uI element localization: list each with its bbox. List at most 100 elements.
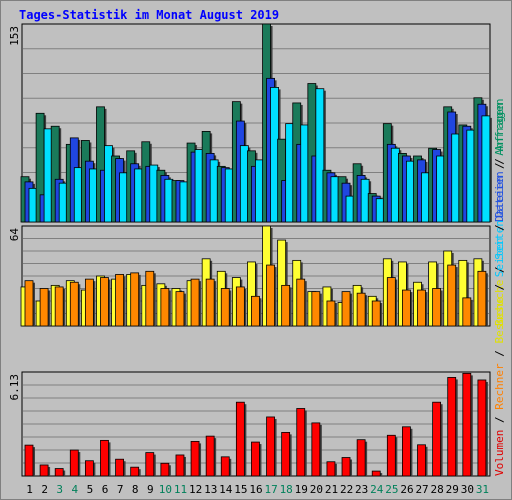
bar-volumen-day-20 <box>311 422 321 477</box>
bar-volumen-day-19 <box>296 408 306 477</box>
x-tick-label-day-28: 28 <box>431 483 444 496</box>
x-tick-label-day-2: 2 <box>41 483 48 496</box>
x-tick-label-day-3: 3 <box>56 483 63 496</box>
bar-rechner-day-6 <box>100 277 109 327</box>
bar-volumen-day-11 <box>175 454 185 477</box>
legend-separator: / <box>493 156 506 176</box>
bar-volumen-day-24 <box>371 470 381 477</box>
bar-rechner-day-27 <box>417 289 426 327</box>
y-max-label-top: 153 <box>8 26 21 46</box>
side-legend-bottom: Volumen / Rechner / Besuche / Seiten / D… <box>493 98 506 476</box>
bar-rechner-day-18 <box>281 284 291 327</box>
bar-seiten-day-31 <box>481 115 491 223</box>
x-tick-label-day-31: 31 <box>476 483 489 496</box>
x-tick-label-day-22: 22 <box>340 483 353 496</box>
x-tick-label-day-20: 20 <box>310 483 323 496</box>
panels: 153 64 6.13 <box>8 23 492 477</box>
bar-rechner-day-2 <box>39 288 49 327</box>
bar-rechner-day-22 <box>341 291 351 327</box>
x-tick-label-day-8: 8 <box>132 483 139 496</box>
x-tick-label-day-11: 11 <box>174 483 187 496</box>
legend-item-anfragen: Anfragen <box>493 103 506 156</box>
bar-rechner-day-12 <box>190 278 200 327</box>
bar-seiten-day-20 <box>315 88 325 223</box>
legend-item-seiten: Seiten <box>493 238 506 278</box>
panel-bottom: 6.13 <box>8 371 491 477</box>
y-max-label-middle: 64 <box>8 228 21 242</box>
bar-volumen-day-18 <box>281 431 291 477</box>
x-tick-label-day-12: 12 <box>189 483 202 496</box>
x-tick-label-day-30: 30 <box>461 483 474 496</box>
bar-rechner-day-26 <box>402 289 411 327</box>
bar-volumen-day-22 <box>341 457 351 477</box>
bar-rechner-day-23 <box>356 292 366 327</box>
x-tick-label-day-23: 23 <box>355 483 368 496</box>
bar-rechner-day-30 <box>462 297 472 327</box>
bar-rechner-day-4 <box>69 281 79 327</box>
bar-rechner-day-3 <box>54 286 64 327</box>
bar-rechner-day-15 <box>235 286 245 327</box>
x-tick-label-day-7: 7 <box>117 483 124 496</box>
bar-volumen-day-30 <box>462 372 472 477</box>
x-tick-label-day-21: 21 <box>325 483 338 496</box>
side-legend-middle: Besuche / Seiten <box>493 220 506 326</box>
bar-rechner-day-14 <box>220 288 230 327</box>
bar-rechner-day-7 <box>115 274 124 327</box>
legend-item-besuche: Besuche <box>493 297 506 343</box>
legend-item-dateien: Dateien <box>493 176 506 222</box>
legend-separator: / <box>493 410 506 430</box>
bar-volumen-day-8 <box>130 466 140 477</box>
x-tick-label-day-29: 29 <box>446 483 459 496</box>
bar-volumen-day-2 <box>39 464 49 477</box>
bar-volumen-day-16 <box>251 441 260 477</box>
x-tick-label-day-15: 15 <box>234 483 247 496</box>
bar-rechner-day-25 <box>386 277 396 327</box>
bar-volumen-day-21 <box>326 461 336 477</box>
bar-volumen-day-7 <box>115 458 124 477</box>
bar-rechner-day-17 <box>266 264 275 327</box>
bar-volumen-day-1 <box>24 444 34 477</box>
bar-rechner-day-16 <box>251 295 260 327</box>
legend-separator: / <box>493 218 506 238</box>
x-tick-label-day-17: 17 <box>264 483 277 496</box>
x-tick-label-day-14: 14 <box>219 483 233 496</box>
side-legend-top: Dateien / Anfragen <box>493 103 506 222</box>
bar-volumen-day-14 <box>220 456 230 477</box>
legend-separator: / <box>493 151 506 171</box>
legend-separator: / <box>493 344 506 364</box>
legend-item-volumen: Volumen <box>493 430 506 476</box>
bar-volumen-day-23 <box>356 439 366 477</box>
bar-rechner-day-13 <box>205 278 215 327</box>
x-axis-labels: 1 2 3 4 5 6 7 8 9 10 11 12 13 14 15 16 17 18 19 20 21 22 23 24 2… <box>26 483 489 496</box>
bar-rechner-day-19 <box>296 278 306 327</box>
bar-volumen-day-3 <box>54 468 64 477</box>
legend-separator: / <box>493 260 506 280</box>
bar-rechner-day-1 <box>24 280 34 327</box>
panel-top: 153 <box>8 23 492 223</box>
bar-volumen-day-10 <box>160 462 170 477</box>
bar-rechner-day-31 <box>477 270 487 327</box>
x-tick-label-day-19: 19 <box>295 483 308 496</box>
legend-separator: / <box>493 277 506 297</box>
x-tick-label-day-1: 1 <box>26 483 33 496</box>
x-tick-label-day-25: 25 <box>385 483 398 496</box>
bar-volumen-day-25 <box>386 434 396 477</box>
x-tick-label-day-6: 6 <box>102 483 109 496</box>
x-tick-label-day-9: 9 <box>147 483 154 496</box>
bar-rechner-day-8 <box>130 272 140 327</box>
bar-rechner-day-21 <box>326 300 336 327</box>
x-tick-label-day-13: 13 <box>204 483 217 496</box>
bar-volumen-day-26 <box>402 426 411 477</box>
legend-item-dateien: Dateien <box>493 171 506 217</box>
x-tick-label-day-5: 5 <box>87 483 94 496</box>
legend-item-rechner: Rechner <box>493 363 506 410</box>
bar-volumen-day-29 <box>447 377 457 477</box>
x-tick-label-day-16: 16 <box>249 483 262 496</box>
y-max-label-bottom: 6.13 <box>8 374 21 401</box>
x-tick-label-day-27: 27 <box>415 483 428 496</box>
bar-volumen-day-9 <box>145 452 155 477</box>
bar-rechner-day-24 <box>371 300 381 327</box>
x-tick-label-day-18: 18 <box>280 483 293 496</box>
